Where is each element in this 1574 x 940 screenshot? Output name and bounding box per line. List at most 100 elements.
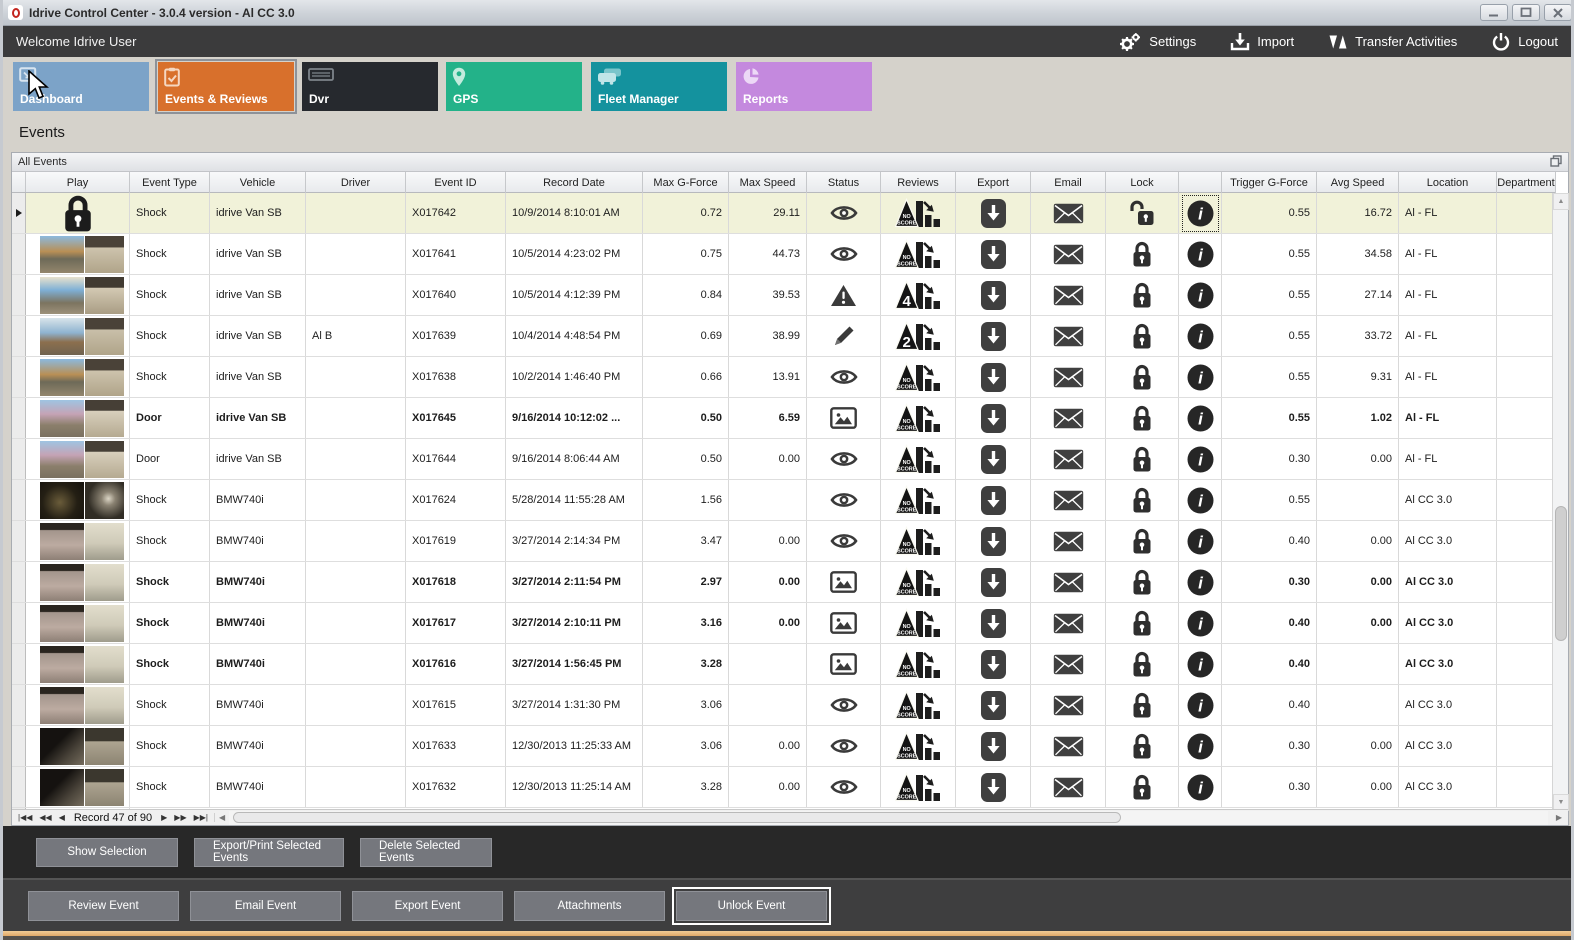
column-header-record-date[interactable]: Record Date bbox=[506, 172, 643, 193]
lock-cell[interactable] bbox=[1106, 357, 1179, 397]
reviews-cell[interactable]: NO SCORE bbox=[881, 685, 956, 725]
export-cell[interactable] bbox=[956, 275, 1031, 315]
export-cell[interactable] bbox=[956, 767, 1031, 807]
lock-cell[interactable] bbox=[1106, 726, 1179, 766]
lock-cell[interactable] bbox=[1106, 234, 1179, 274]
column-header-info[interactable] bbox=[1179, 172, 1222, 193]
horizontal-scrollbar[interactable] bbox=[229, 810, 1548, 825]
export-cell[interactable] bbox=[956, 439, 1031, 479]
export-cell[interactable] bbox=[956, 726, 1031, 766]
export-cell[interactable] bbox=[956, 480, 1031, 520]
column-header-department[interactable]: Department bbox=[1497, 172, 1556, 193]
email-cell[interactable] bbox=[1031, 234, 1106, 274]
event-row[interactable]: Shock BMW740i X017633 12/30/2013 11:25:33 A… bbox=[12, 726, 1556, 767]
lock-cell[interactable] bbox=[1106, 644, 1179, 684]
export-cell[interactable] bbox=[956, 234, 1031, 274]
event-row[interactable]: Shock idrive Van SB X017638 10/2/2014 1:46:… bbox=[12, 357, 1556, 398]
scroll-left-button[interactable]: ◀ bbox=[214, 813, 229, 822]
panel-restore-icon[interactable] bbox=[1550, 154, 1562, 170]
column-header-max-g-force[interactable]: Max G-Force bbox=[643, 172, 729, 193]
vertical-scrollbar[interactable]: ▲ ▼ bbox=[1552, 193, 1569, 811]
event-video-thumbnail[interactable] bbox=[40, 686, 124, 724]
lock-cell[interactable] bbox=[1106, 193, 1179, 233]
reviews-cell[interactable]: NO SCORE bbox=[881, 726, 956, 766]
event-row[interactable]: Shock idrive Van SB X017641 10/5/2014 4:23:… bbox=[12, 234, 1556, 275]
next-record-button[interactable]: ▶ bbox=[161, 813, 168, 822]
play-cell[interactable] bbox=[26, 357, 130, 397]
email-cell[interactable] bbox=[1031, 316, 1106, 356]
email-cell[interactable] bbox=[1031, 193, 1106, 233]
play-cell[interactable] bbox=[26, 644, 130, 684]
event-row[interactable]: Shock BMW740i X017618 3/27/2014 2:11:54 PM 2… bbox=[12, 562, 1556, 603]
email-event-button[interactable]: Email Event bbox=[190, 890, 341, 921]
lock-cell[interactable] bbox=[1106, 398, 1179, 438]
info-cell[interactable]: i bbox=[1179, 480, 1222, 520]
event-video-thumbnail[interactable] bbox=[40, 563, 124, 601]
vertical-scroll-thumb[interactable] bbox=[1555, 506, 1567, 641]
scroll-right-button[interactable]: ▶ bbox=[1555, 813, 1562, 822]
tab-gps[interactable]: GPS bbox=[446, 62, 582, 111]
attachments-button[interactable]: Attachments bbox=[514, 890, 665, 921]
prev-page-button[interactable]: ◀◀ bbox=[39, 813, 52, 822]
column-header-reviews[interactable]: Reviews bbox=[881, 172, 956, 193]
email-cell[interactable] bbox=[1031, 439, 1106, 479]
event-video-thumbnail[interactable] bbox=[40, 440, 124, 478]
lock-cell[interactable] bbox=[1106, 439, 1179, 479]
transfer-activities-button[interactable]: Transfer Activities bbox=[1328, 32, 1457, 52]
email-cell[interactable] bbox=[1031, 562, 1106, 602]
info-cell[interactable]: i bbox=[1179, 685, 1222, 725]
lock-cell[interactable] bbox=[1106, 767, 1179, 807]
event-row[interactable]: Shock BMW740i X017619 3/27/2014 2:14:34 PM 3… bbox=[12, 521, 1556, 562]
event-video-thumbnail[interactable] bbox=[40, 522, 124, 560]
event-row[interactable]: Shock idrive Van SB X017640 10/5/2014 4:12:… bbox=[12, 275, 1556, 316]
reviews-cell[interactable]: 2 bbox=[881, 316, 956, 356]
event-row[interactable]: Shock BMW740i X017615 3/27/2014 1:31:30 PM 3… bbox=[12, 685, 1556, 726]
export-cell[interactable] bbox=[956, 603, 1031, 643]
event-row[interactable]: Shock idrive Van SB X017642 10/9/2014 8:10:… bbox=[12, 193, 1556, 234]
event-row[interactable]: Door idrive Van SB X017645 9/16/2014 10:12:… bbox=[12, 398, 1556, 439]
next-page-button[interactable]: ▶▶ bbox=[174, 813, 187, 822]
column-header-trigger-g-force[interactable]: Trigger G-Force bbox=[1222, 172, 1317, 193]
play-cell[interactable] bbox=[26, 726, 130, 766]
export-cell[interactable] bbox=[956, 316, 1031, 356]
column-header-vehicle[interactable]: Vehicle bbox=[210, 172, 306, 193]
column-header-status[interactable]: Status bbox=[807, 172, 881, 193]
lock-cell[interactable] bbox=[1106, 316, 1179, 356]
reviews-cell[interactable]: NO SCORE bbox=[881, 644, 956, 684]
play-cell[interactable] bbox=[26, 275, 130, 315]
export-cell[interactable] bbox=[956, 521, 1031, 561]
tab-events-reviews[interactable]: Events & Reviews bbox=[155, 59, 297, 114]
delete-selected-button[interactable]: Delete Selected Events bbox=[360, 837, 492, 867]
scroll-down-button[interactable]: ▼ bbox=[1553, 794, 1569, 811]
reviews-cell[interactable]: NO SCORE bbox=[881, 234, 956, 274]
column-header-lock[interactable]: Lock bbox=[1106, 172, 1179, 193]
play-cell[interactable] bbox=[26, 316, 130, 356]
event-video-thumbnail[interactable] bbox=[40, 399, 124, 437]
lock-cell[interactable] bbox=[1106, 603, 1179, 643]
reviews-cell[interactable]: NO SCORE bbox=[881, 603, 956, 643]
export-cell[interactable] bbox=[956, 562, 1031, 602]
event-row[interactable]: Shock idrive Van SB Al B X017639 10/4/2014 4… bbox=[12, 316, 1556, 357]
unlock-event-button[interactable]: Unlock Event bbox=[672, 886, 831, 925]
info-cell[interactable]: i bbox=[1179, 726, 1222, 766]
show-selection-button[interactable]: Show Selection bbox=[36, 837, 178, 867]
play-cell[interactable] bbox=[26, 767, 130, 807]
column-header-email[interactable]: Email bbox=[1031, 172, 1106, 193]
email-cell[interactable] bbox=[1031, 644, 1106, 684]
info-cell[interactable]: i bbox=[1179, 275, 1222, 315]
tab-dvr[interactable]: Dvr bbox=[302, 62, 438, 111]
play-cell[interactable] bbox=[26, 439, 130, 479]
event-video-thumbnail[interactable] bbox=[40, 645, 124, 683]
lock-cell[interactable] bbox=[1106, 521, 1179, 561]
email-cell[interactable] bbox=[1031, 521, 1106, 561]
event-video-thumbnail[interactable] bbox=[40, 604, 124, 642]
export-cell[interactable] bbox=[956, 398, 1031, 438]
export-print-selected-button[interactable]: Export/Print Selected Events bbox=[194, 837, 344, 867]
event-row[interactable]: Shock BMW740i X017632 12/30/2013 11:25:14 A… bbox=[12, 767, 1556, 808]
event-video-thumbnail[interactable] bbox=[40, 481, 124, 519]
lock-cell[interactable] bbox=[1106, 562, 1179, 602]
reviews-cell[interactable]: NO SCORE bbox=[881, 767, 956, 807]
last-record-button[interactable]: ▶▶| bbox=[193, 813, 208, 822]
export-cell[interactable] bbox=[956, 644, 1031, 684]
email-cell[interactable] bbox=[1031, 480, 1106, 520]
